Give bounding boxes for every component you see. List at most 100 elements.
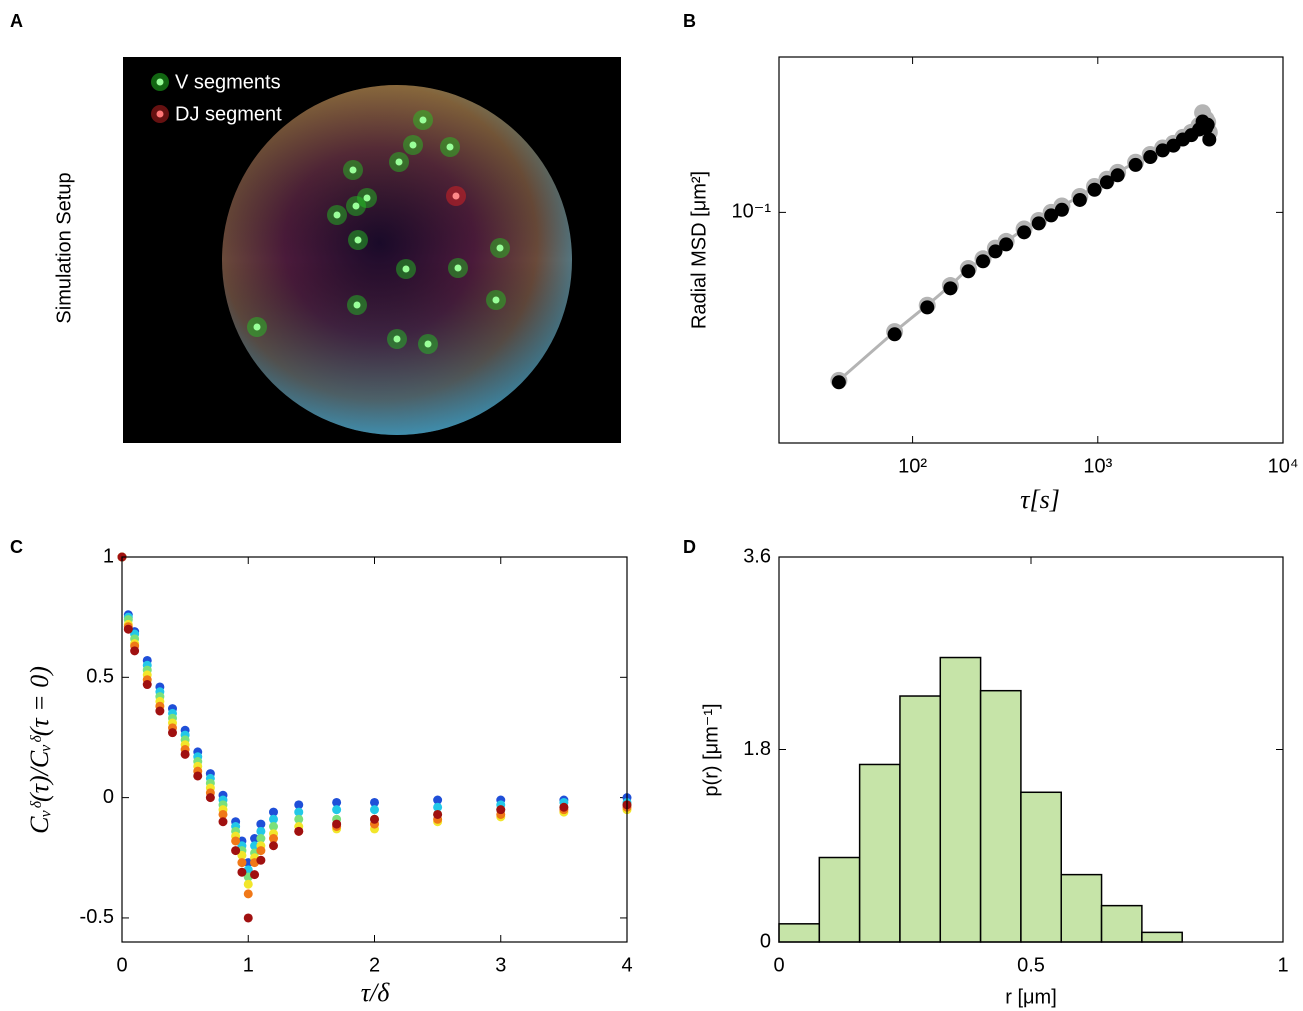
point xyxy=(130,646,140,656)
segment-core xyxy=(395,158,403,166)
point xyxy=(433,795,443,805)
x-axis-label: r [μm] xyxy=(1005,986,1057,1008)
point xyxy=(1155,143,1170,158)
point xyxy=(961,264,976,279)
y-tick-label: 0 xyxy=(103,786,114,808)
point xyxy=(988,244,1003,259)
point xyxy=(237,850,247,860)
panel-letter: C xyxy=(10,537,23,557)
bar xyxy=(1141,931,1183,943)
point xyxy=(1099,175,1114,190)
point xyxy=(433,809,443,819)
point xyxy=(1087,182,1102,197)
y-tick-label: 0.5 xyxy=(86,666,114,688)
panel-letter: D xyxy=(683,537,696,557)
bar xyxy=(818,856,861,943)
x-axis-label: τ/δ xyxy=(361,978,391,1007)
bar xyxy=(939,656,982,943)
segment-core xyxy=(363,194,371,202)
point xyxy=(256,846,266,856)
point xyxy=(943,281,958,296)
point xyxy=(294,807,304,817)
segment-core xyxy=(454,264,462,272)
point xyxy=(193,771,203,781)
y-axis-label: p(r) [μm⁻¹] xyxy=(700,703,722,796)
point xyxy=(269,822,278,831)
segment-core xyxy=(353,301,361,309)
segment-core xyxy=(352,202,360,210)
point xyxy=(142,680,152,690)
x-tick-label: 0.5 xyxy=(1017,954,1045,976)
point xyxy=(155,706,165,716)
segment-core xyxy=(419,116,427,124)
point xyxy=(243,858,253,868)
bar xyxy=(1020,791,1062,943)
point xyxy=(370,805,379,815)
x-tick-label: 1 xyxy=(243,954,254,976)
point xyxy=(1072,192,1087,207)
point xyxy=(294,800,304,810)
plot-area xyxy=(122,557,627,942)
legend-marker xyxy=(156,78,164,86)
legend-label: V segments xyxy=(175,71,281,93)
point xyxy=(1110,168,1125,183)
segment-core xyxy=(253,323,261,331)
y-axis-label: Cᵥᵟ(τ)/Cᵥᵟ(τ = 0) xyxy=(25,666,54,834)
point xyxy=(218,809,228,819)
x-tick-label: 10³ xyxy=(1083,455,1112,477)
axes-box xyxy=(778,556,1284,943)
y-tick-label: 0 xyxy=(760,930,771,952)
point xyxy=(332,805,342,815)
segment-core xyxy=(496,244,504,252)
segment-core xyxy=(333,211,341,219)
segment-core xyxy=(409,141,417,149)
segment-core xyxy=(402,265,410,273)
x-tick-label: 10² xyxy=(898,455,927,477)
segment-core xyxy=(349,166,357,174)
point xyxy=(976,254,991,269)
point xyxy=(269,841,278,851)
point xyxy=(1031,216,1046,231)
y-tick-label: -0.5 xyxy=(80,906,114,928)
y-tick-label: 3.6 xyxy=(743,545,771,567)
x-tick-label: 10⁴ xyxy=(1268,455,1299,477)
point xyxy=(123,624,133,634)
y-axis-label: Radial MSD [μm²] xyxy=(688,171,710,329)
point xyxy=(332,819,342,829)
point xyxy=(256,834,266,844)
point xyxy=(887,327,902,342)
x-tick-label: 0 xyxy=(773,954,784,976)
point xyxy=(1044,208,1059,223)
point xyxy=(433,802,443,812)
sphere-shading xyxy=(222,85,572,435)
segments xyxy=(247,110,510,354)
point xyxy=(269,814,278,824)
panel: Cτ/δ Cᵥᵟ(τ)/Cᵥᵟ(τ = 0) 0 1 2 3 4 -0.5 0 0.5 1 xyxy=(10,537,633,1007)
point xyxy=(218,817,228,827)
point xyxy=(168,728,177,738)
point xyxy=(831,375,846,390)
bar xyxy=(1100,904,1143,943)
segment-core xyxy=(492,296,500,304)
point xyxy=(332,797,342,807)
segment-core xyxy=(393,335,401,343)
point xyxy=(243,889,253,899)
point xyxy=(231,836,241,846)
point xyxy=(243,913,253,923)
legend-label: DJ segment xyxy=(175,103,282,125)
x-axis-label: τ[s] xyxy=(1020,485,1060,514)
segment-core xyxy=(424,340,432,348)
point xyxy=(559,802,569,812)
panel: Dr [μm] p(r) [μm⁻¹] 0 0.5 1 0 1.8 3.6 xyxy=(683,537,1289,1009)
point xyxy=(237,867,247,877)
x-tick-label: 1 xyxy=(1277,954,1288,976)
point xyxy=(920,300,935,315)
point xyxy=(269,807,278,817)
point xyxy=(250,841,260,851)
point xyxy=(370,814,379,824)
point xyxy=(1143,150,1158,165)
bar xyxy=(778,923,821,943)
point xyxy=(256,826,266,836)
